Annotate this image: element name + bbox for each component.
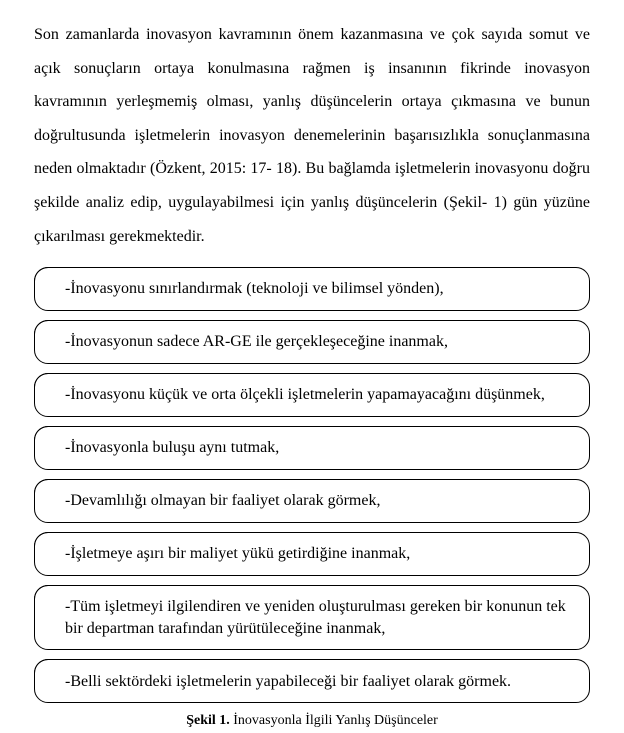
figure-caption-text: İnovasyonla İlgili Yanlış Düşünceler bbox=[230, 713, 438, 728]
list-item-text: -İnovasyonu sınırlandırmak (teknoloji ve… bbox=[65, 278, 444, 300]
list-item-text: -İnovasyonu küçük ve orta ölçekli işletm… bbox=[65, 384, 545, 406]
list-item: -Belli sektördeki işletmelerin yapabilec… bbox=[34, 659, 590, 703]
list-item: -İşletmeye aşırı bir maliyet yükü getird… bbox=[34, 532, 590, 576]
list-item: -İnovasyonu sınırlandırmak (teknoloji ve… bbox=[34, 267, 590, 311]
list-item-text: -İnovasyonun sadece AR-GE ile gerçekleşe… bbox=[65, 331, 448, 353]
list-item: -Devamlılığı olmayan bir faaliyet olarak… bbox=[34, 479, 590, 523]
list-item-text: -İnovasyonla buluşu aynı tutmak, bbox=[65, 437, 279, 459]
figure-caption: Şekil 1. İnovasyonla İlgili Yanlış Düşün… bbox=[34, 713, 590, 733]
list-item-text: -Devamlılığı olmayan bir faaliyet olarak… bbox=[65, 490, 380, 512]
figure-caption-label: Şekil 1. bbox=[186, 713, 230, 728]
list-item: -İnovasyonla buluşu aynı tutmak, bbox=[34, 426, 590, 470]
list-item: -İnovasyonun sadece AR-GE ile gerçekleşe… bbox=[34, 320, 590, 364]
list-item-text: -İşletmeye aşırı bir maliyet yükü getird… bbox=[65, 543, 410, 565]
list-item-text: -Tüm işletmeyi ilgilendiren ve yeniden o… bbox=[65, 596, 571, 639]
list-item-text: -Belli sektördeki işletmelerin yapabilec… bbox=[65, 671, 511, 693]
list-item: -Tüm işletmeyi ilgilendiren ve yeniden o… bbox=[34, 585, 590, 650]
page: Son zamanlarda inovasyon kavramının önem… bbox=[0, 0, 624, 733]
list-item: -İnovasyonu küçük ve orta ölçekli işletm… bbox=[34, 373, 590, 417]
intro-paragraph: Son zamanlarda inovasyon kavramının önem… bbox=[34, 18, 590, 253]
misconception-list: -İnovasyonu sınırlandırmak (teknoloji ve… bbox=[34, 267, 590, 703]
